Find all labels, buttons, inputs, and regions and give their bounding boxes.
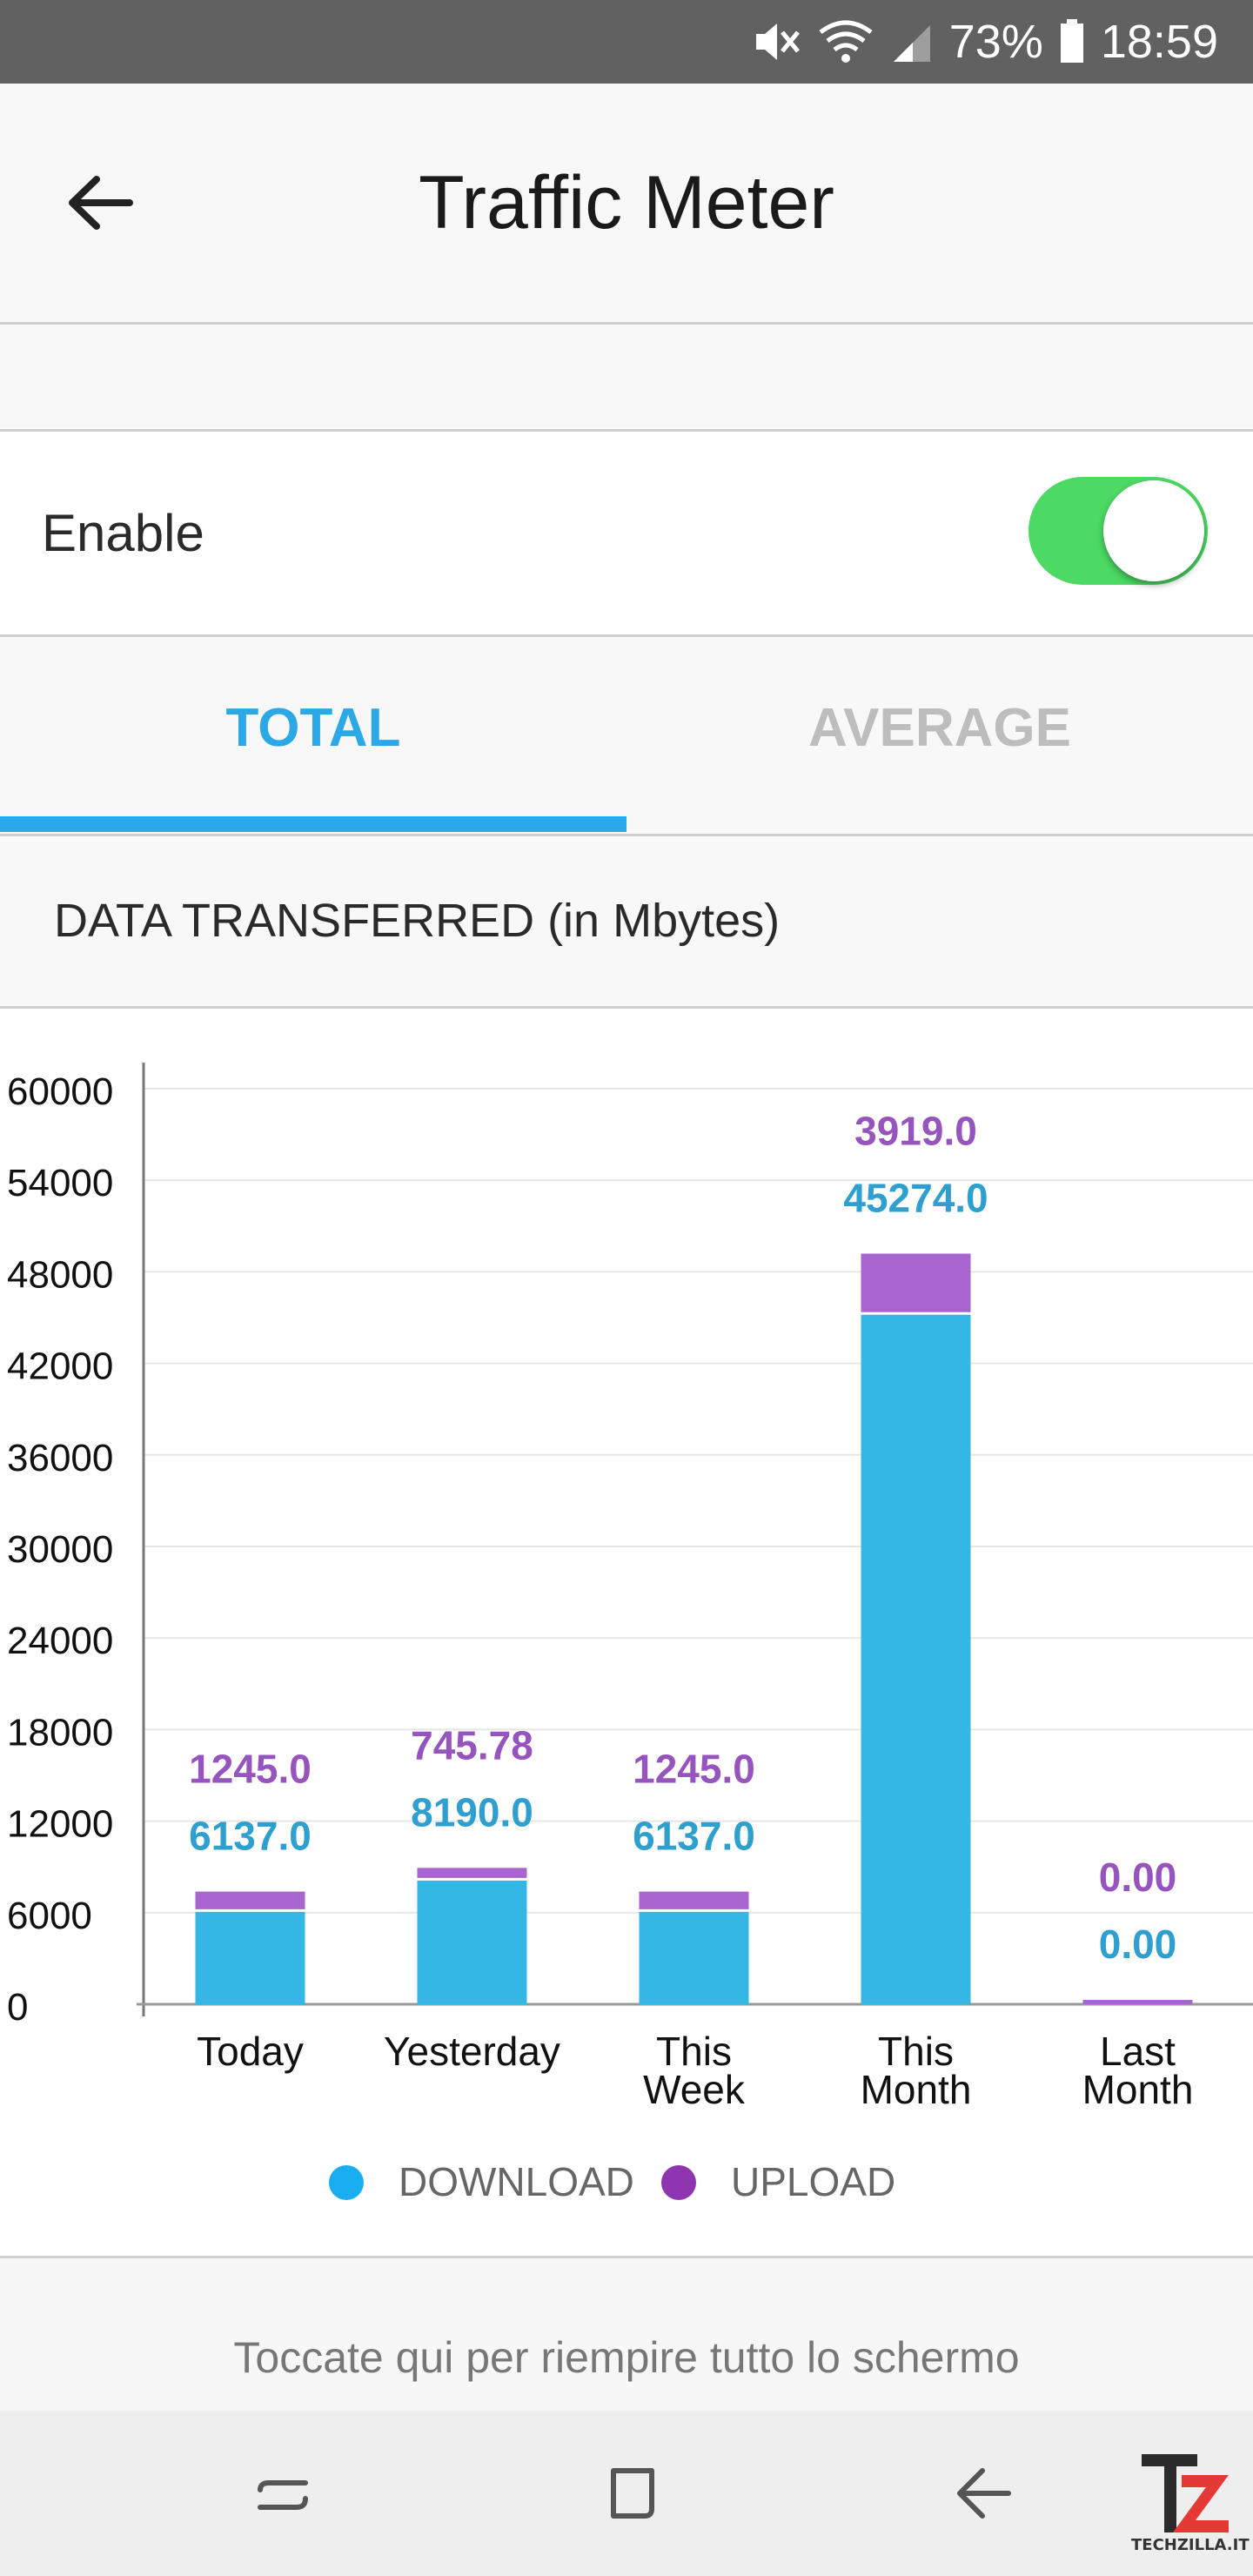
legend-download-swatch bbox=[329, 2165, 364, 2200]
download-bar bbox=[417, 1879, 527, 2004]
signal-icon bbox=[890, 18, 934, 65]
upload-value-label: 1245.0 bbox=[189, 1747, 312, 1792]
y-tick-label: 30000 bbox=[7, 1528, 113, 1571]
enable-label: Enable bbox=[42, 504, 204, 562]
app-bar bbox=[0, 84, 1253, 325]
recents-button[interactable] bbox=[226, 2437, 339, 2550]
techzilla-logo bbox=[1142, 2454, 1229, 2532]
y-tick-label: 6000 bbox=[7, 1895, 92, 1937]
upload-value-label: 745.78 bbox=[411, 1722, 533, 1768]
x-tick-label: Today bbox=[197, 2029, 304, 2074]
y-tick-label: 54000 bbox=[7, 1162, 113, 1204]
y-tick-label: 42000 bbox=[7, 1345, 113, 1388]
wifi-icon bbox=[817, 18, 874, 65]
spacer bbox=[0, 325, 1253, 432]
status-bar bbox=[0, 0, 1253, 84]
system-back-button[interactable] bbox=[926, 2437, 1039, 2550]
fullscreen-hint[interactable]: Toccate qui per riempire tutto lo scherm… bbox=[233, 2333, 1020, 2382]
x-tick-label: This bbox=[656, 2029, 732, 2074]
x-tick-label: Last bbox=[1100, 2029, 1176, 2074]
x-tick-label: Month bbox=[861, 2067, 972, 2112]
status-icons: 73% 18:59 bbox=[751, 0, 1218, 84]
upload-bar bbox=[861, 1253, 971, 1314]
download-bar bbox=[195, 1910, 305, 2004]
tab-average[interactable]: AVERAGE bbox=[807, 698, 1071, 758]
download-bar bbox=[639, 1910, 749, 2004]
home-icon bbox=[611, 2468, 654, 2519]
enable-toggle[interactable] bbox=[1029, 477, 1208, 585]
home-button[interactable] bbox=[576, 2437, 689, 2550]
chart-area bbox=[0, 1009, 1253, 2258]
y-tick-label: 36000 bbox=[7, 1437, 113, 1479]
toggle-knob bbox=[1103, 480, 1204, 581]
techzilla-watermark: TECHZILLA.IT bbox=[1131, 2445, 1250, 2567]
download-value-label: 8190.0 bbox=[411, 1789, 533, 1835]
download-value-label: 45274.0 bbox=[843, 1175, 988, 1220]
system-back-icon bbox=[957, 2468, 1011, 2519]
download-value-label: 0.00 bbox=[1099, 1922, 1177, 1967]
back-button[interactable] bbox=[52, 155, 148, 251]
page-title: Traffic Meter bbox=[419, 161, 834, 245]
legend-upload-label: UPLOAD bbox=[731, 2159, 895, 2204]
tab-bar bbox=[0, 637, 1253, 836]
recents-icon bbox=[258, 2480, 308, 2510]
upload-bar bbox=[639, 1891, 749, 1911]
back-arrow-icon bbox=[69, 176, 133, 230]
upload-value-label: 1245.0 bbox=[633, 1747, 755, 1792]
x-tick-label: Yesterday bbox=[384, 2029, 560, 2074]
y-tick-label: 60000 bbox=[7, 1070, 113, 1113]
x-tick-label: This bbox=[878, 2029, 954, 2074]
download-bar bbox=[861, 1313, 971, 2004]
x-tick-label: Week bbox=[643, 2067, 746, 2112]
navigation-bar bbox=[0, 2411, 1253, 2576]
download-value-label: 6137.0 bbox=[189, 1814, 312, 1859]
download-value-label: 6137.0 bbox=[633, 1814, 755, 1859]
x-tick-label: Month bbox=[1082, 2067, 1194, 2112]
section-title: DATA TRANSFERRED (in Mbytes) bbox=[54, 895, 781, 947]
section-header bbox=[0, 836, 1253, 1009]
mute-icon bbox=[751, 18, 801, 65]
upload-bar bbox=[1082, 2000, 1193, 2004]
upload-bar bbox=[417, 1868, 527, 1880]
battery-percent: 73% bbox=[948, 16, 1043, 68]
y-tick-label: 18000 bbox=[7, 1711, 113, 1754]
footer[interactable] bbox=[0, 2258, 1253, 2411]
clock: 18:59 bbox=[1100, 16, 1218, 68]
tab-total[interactable]: TOTAL bbox=[225, 698, 401, 758]
traffic-bar-chart: 0 6000 12000 18000 24000 30000 36000 42000 48000… bbox=[7, 1063, 1253, 2204]
y-tick-label: 48000 bbox=[7, 1253, 113, 1296]
legend-upload-swatch bbox=[661, 2165, 696, 2200]
upload-bar bbox=[195, 1891, 305, 1911]
y-tick-label: 24000 bbox=[7, 1620, 113, 1662]
battery-icon bbox=[1059, 19, 1085, 64]
upload-value-label: 0.00 bbox=[1099, 1855, 1177, 1900]
tab-indicator bbox=[0, 816, 626, 832]
legend-download-label: DOWNLOAD bbox=[399, 2159, 634, 2204]
y-tick-label: 12000 bbox=[7, 1803, 113, 1846]
upload-value-label: 3919.0 bbox=[854, 1108, 977, 1153]
watermark-text: TECHZILLA.IT bbox=[1131, 2536, 1250, 2554]
y-tick-label: 0 bbox=[7, 1986, 28, 2029]
